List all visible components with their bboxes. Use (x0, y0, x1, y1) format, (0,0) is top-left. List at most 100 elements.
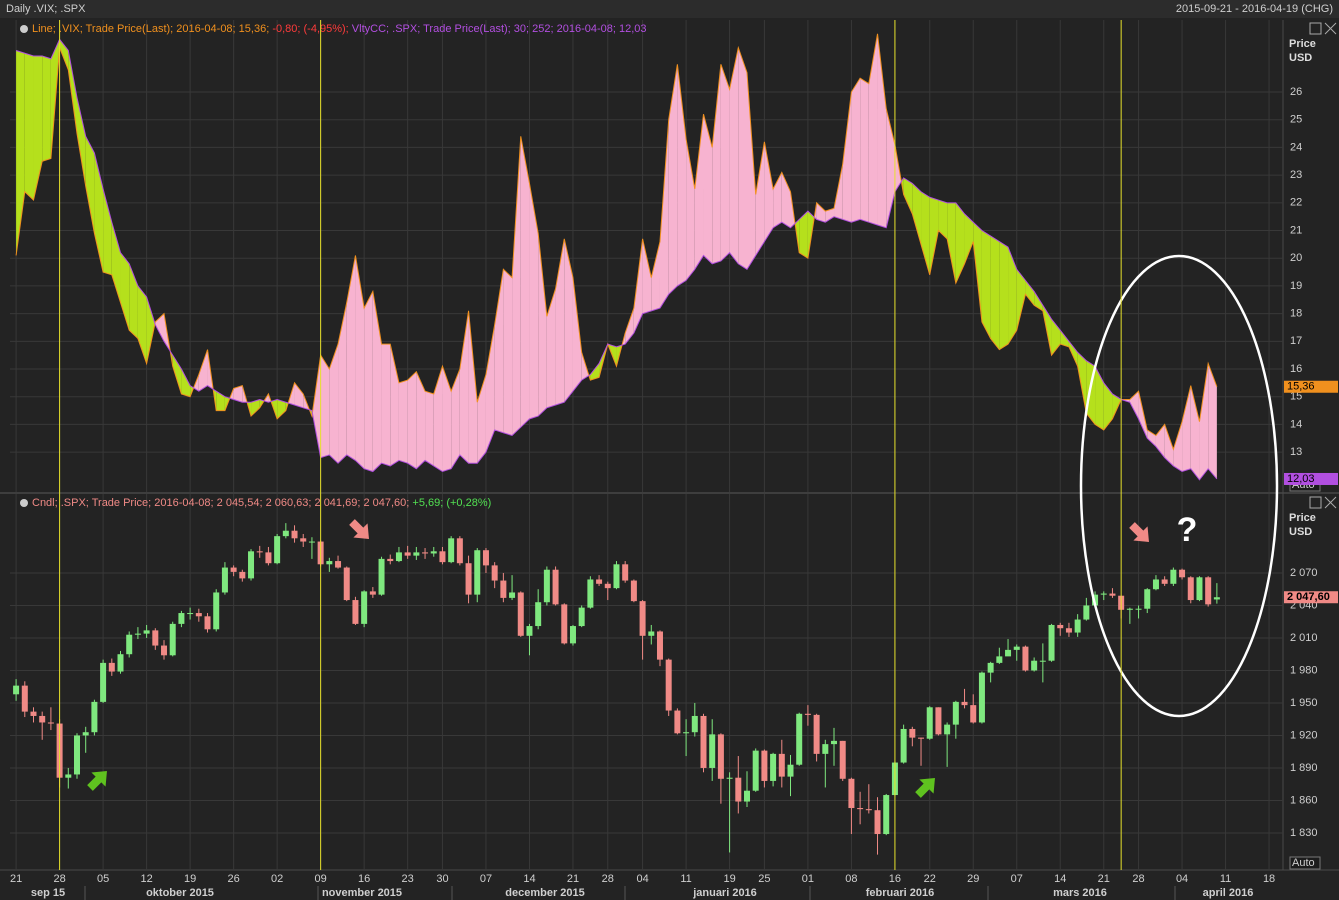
spread-fill (503, 269, 513, 436)
spread-fill (1164, 424, 1174, 466)
x-tick-label: 12 (140, 873, 152, 885)
y-tick-label: 13 (1290, 446, 1302, 458)
candle-body (482, 550, 489, 566)
y-tick-label: 26 (1290, 86, 1302, 98)
candle-body (143, 630, 150, 634)
month-label: februari 2016 (866, 887, 934, 899)
axis-title: USD (1289, 526, 1312, 538)
candle-body (1152, 579, 1159, 590)
auto-button[interactable] (1289, 856, 1321, 870)
y-tick-label: 1 890 (1290, 762, 1318, 774)
candle-body (265, 552, 272, 564)
candle-body (1013, 646, 1020, 650)
spread-fill (1025, 280, 1035, 306)
last-value-box (1284, 591, 1338, 604)
spread-fill (781, 172, 791, 228)
y-tick-label: 1 920 (1290, 729, 1318, 741)
candle-body (726, 777, 733, 779)
x-axis: 21 28 05 12 19 26 02 09 16 23 30 07 14 21 28 04 11 19 25 01… (10, 873, 1275, 900)
spread-fill (903, 177, 913, 214)
candle-body (996, 656, 1003, 663)
up-arrow (87, 771, 107, 791)
candle-body (665, 659, 672, 711)
candle-body (1135, 608, 1142, 610)
month-label: november 2015 (322, 887, 402, 899)
candle-body (256, 551, 263, 553)
close-button[interactable] (1324, 22, 1337, 35)
spread-fill (572, 277, 582, 392)
spread-fill (590, 363, 600, 381)
spread-fill (425, 391, 434, 466)
spread-fill (372, 291, 382, 472)
down-arrow (1129, 522, 1149, 542)
candle-body (300, 538, 307, 542)
month-label: mars 2016 (1053, 887, 1107, 899)
x-tick-label: 28 (53, 873, 65, 885)
maximize-button[interactable] (1309, 496, 1322, 509)
series-line (15, 33, 1218, 451)
spread-fill (251, 399, 260, 417)
spread-fill (955, 202, 965, 284)
candle-body (700, 715, 707, 768)
candle-body (561, 604, 568, 644)
candle-body (491, 565, 498, 581)
question-mark: ? (1177, 511, 1198, 549)
candle-body (474, 550, 481, 595)
candle-body (82, 732, 89, 736)
candle-body (804, 713, 811, 715)
spread-fill (938, 200, 948, 239)
candle-body (1126, 608, 1133, 610)
spread-fill (686, 139, 695, 281)
candle-body (13, 685, 20, 695)
candle-body (1048, 624, 1055, 661)
spread-fill (921, 191, 930, 275)
legend-icon (20, 25, 28, 33)
candle-body (883, 795, 890, 835)
spread-fill (233, 385, 243, 403)
candle-body (674, 710, 681, 734)
candle-body (230, 567, 237, 572)
maximize-button[interactable] (1309, 22, 1322, 35)
spread-fill (642, 238, 652, 314)
candle-body (1170, 569, 1177, 584)
y-tick-label: 1 860 (1290, 794, 1318, 806)
x-tick-label: 19 (723, 873, 735, 885)
spread-fill (1034, 291, 1043, 311)
y-tick-label: 23 (1290, 169, 1302, 181)
candle-body (970, 705, 977, 723)
close-button[interactable] (1324, 496, 1337, 509)
spread-fill (1155, 424, 1165, 458)
y-tick-label: 24 (1290, 141, 1302, 153)
spread-fill (825, 208, 835, 223)
candle-body (683, 732, 690, 734)
candle-body (100, 662, 107, 702)
x-tick-label: 30 (436, 873, 448, 885)
spread-fill (198, 349, 208, 392)
spread-fill (442, 366, 452, 472)
candle-body (987, 662, 994, 673)
candle-body (221, 567, 228, 593)
month-label: oktober 2015 (146, 887, 214, 899)
candle-body (839, 740, 846, 779)
spread-fill (355, 255, 365, 469)
candle-body (1065, 628, 1072, 633)
candle-body (108, 662, 115, 672)
candle-body (134, 633, 141, 635)
candle-body (787, 764, 794, 777)
spread-fill (216, 391, 225, 411)
spread-fill (1173, 421, 1183, 472)
spread-fill (973, 222, 982, 322)
spread-fill (964, 213, 974, 264)
candle-body (282, 530, 289, 537)
spread-fill (564, 238, 573, 403)
spread-fill (494, 269, 504, 433)
spread-fill (999, 241, 1009, 350)
candle-body (65, 774, 72, 778)
candle-body (378, 558, 385, 595)
candle-body (569, 626, 576, 644)
candle-body (535, 602, 542, 627)
candle-body (404, 552, 411, 556)
highlight-ellipse (1079, 254, 1279, 718)
spread-fill (747, 72, 756, 270)
spread-fill (729, 47, 739, 264)
